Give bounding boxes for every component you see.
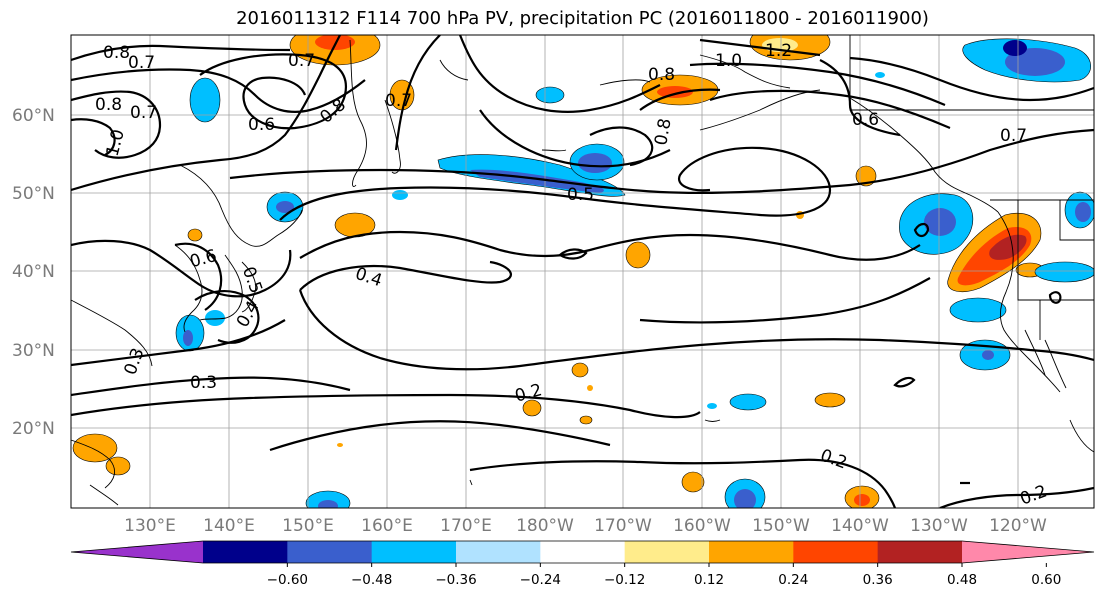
colorbar-tick-label: 0.24 — [778, 572, 808, 588]
longitude-labels: 130°E 140°E 150°E 160°E 170°E 180°W 170°… — [124, 516, 1047, 536]
colorbar-segment — [877, 541, 963, 563]
lon-label: 150°E — [282, 516, 334, 536]
contour-label: 0.8 — [651, 117, 675, 147]
contour-label: 0.6 — [852, 110, 879, 130]
colorbar-segment — [709, 541, 794, 563]
contour-label: 0.7 — [385, 91, 412, 111]
colorbar-tick-label: 0.60 — [1031, 572, 1061, 588]
colorbar-tick-label: −0.60 — [267, 572, 308, 588]
colorbar-tick-label: −0.36 — [435, 572, 476, 588]
colorbar-segment — [624, 541, 710, 563]
contour-label: 0.6 — [248, 115, 275, 135]
precip-shading — [72, 35, 1094, 508]
colorbar-segment — [540, 541, 626, 563]
map-frame — [70, 34, 1095, 509]
contour-label: 0.7 — [128, 53, 155, 73]
contour-label: 1.2 — [765, 41, 792, 61]
lon-label: 130°E — [124, 516, 176, 536]
colorbar-tick-label: −0.48 — [351, 572, 392, 588]
lon-label: 140°W — [831, 516, 889, 536]
colorbar-extend-min — [71, 541, 203, 563]
colorbar-extend-max — [962, 541, 1094, 563]
colorbar-outline — [70, 540, 1095, 564]
gridlines — [71, 35, 1094, 508]
contour-label: 0.7 — [1000, 126, 1027, 146]
lon-label: 150°W — [752, 516, 810, 536]
lon-label: 170°E — [440, 516, 492, 536]
lon-label: 130°W — [910, 516, 968, 536]
map-title: 2016011312 F114 700 hPa PV, precipitatio… — [236, 8, 929, 29]
lat-label: 40°N — [12, 262, 55, 282]
lon-label: 180°W — [516, 516, 574, 536]
colorbar-segment — [203, 541, 288, 563]
lat-label: 60°N — [12, 106, 55, 126]
lat-label: 30°N — [12, 341, 55, 361]
pv-contours — [71, 35, 1094, 508]
lon-label: 160°W — [673, 516, 731, 536]
lon-label: 140°E — [203, 516, 255, 536]
map-background — [71, 35, 1094, 508]
colorbar-segment — [287, 541, 373, 563]
contour-label: 1.0 — [715, 51, 742, 71]
colorbar-segment — [456, 541, 541, 563]
latitude-labels: 60°N 50°N 40°N 30°N 20°N — [12, 106, 55, 439]
colorbar-segment — [371, 541, 457, 563]
contour-label: 0.8 — [95, 95, 122, 115]
lat-label: 20°N — [12, 419, 55, 439]
lon-label: 120°W — [989, 516, 1047, 536]
colorbar-segment — [793, 541, 879, 563]
contour-label: 0.7 — [130, 103, 157, 123]
contour-label: 0.3 — [190, 373, 217, 393]
precip-negative-areas — [175, 38, 1094, 508]
colorbar-tick-label: −0.12 — [604, 572, 645, 588]
colorbar-tick-label: −0.24 — [520, 572, 561, 588]
contour-label: 0.5 — [567, 185, 594, 205]
contour-label: 0.8 — [648, 65, 675, 85]
lat-label: 50°N — [12, 184, 55, 204]
lon-label: 170°W — [594, 516, 652, 536]
lon-label: 160°E — [361, 516, 413, 536]
contour-label: 0.7 — [288, 51, 315, 71]
colorbar-tick-label: 0.48 — [947, 572, 977, 588]
colorbar-tick-label: 0.12 — [694, 572, 724, 588]
colorbar: −0.60 −0.48 −0.36 −0.24 −0.12 0.12 0.24 0.36 0.4… — [70, 540, 1095, 588]
colorbar-tick-label: 0.36 — [863, 572, 893, 588]
contour-label: 0.8 — [103, 43, 130, 63]
